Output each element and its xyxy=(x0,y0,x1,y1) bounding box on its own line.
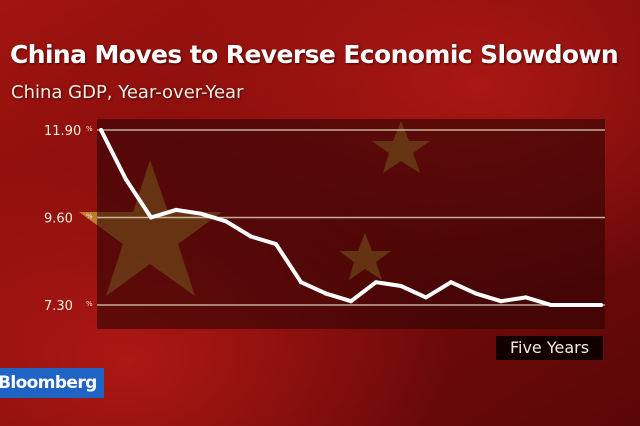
y-axis-ticks: 11.90 % 9.60 % 7.30% xyxy=(44,124,93,314)
data-point xyxy=(299,280,303,285)
data-point xyxy=(324,291,328,296)
data-point xyxy=(399,284,403,288)
data-point xyxy=(199,211,203,216)
chart-title: China Moves to Reverse Economic Slowdown xyxy=(10,40,619,69)
data-point xyxy=(524,295,528,300)
data-points xyxy=(99,128,603,307)
y-tick-unit: % xyxy=(86,213,93,221)
y-tick-label: 11.90 xyxy=(44,124,81,139)
y-tick-label: 7.30 xyxy=(44,299,73,314)
data-point xyxy=(224,219,228,224)
data-point xyxy=(149,215,153,220)
y-tick-label: 9.60 xyxy=(44,212,73,227)
data-point xyxy=(499,299,503,304)
data-point xyxy=(124,177,128,182)
chart-subtitle: China GDP, Year-over-Year xyxy=(11,82,244,103)
data-point xyxy=(249,234,253,239)
plot-area xyxy=(97,119,605,329)
gridlines xyxy=(97,129,605,306)
data-point xyxy=(449,280,453,285)
time-period-label: Five Years xyxy=(496,336,603,360)
data-point xyxy=(574,303,578,307)
data-point xyxy=(549,303,553,307)
y-tick-unit: % xyxy=(86,300,93,308)
data-point xyxy=(349,299,353,304)
data-point xyxy=(174,207,178,212)
data-point xyxy=(474,291,478,296)
data-point xyxy=(99,128,103,132)
data-point xyxy=(274,242,278,247)
data-point xyxy=(374,280,378,285)
data-point xyxy=(424,295,428,300)
data-point xyxy=(599,303,603,307)
y-tick-unit: % xyxy=(86,125,93,133)
brand-logo: Bloomberg xyxy=(0,368,104,398)
